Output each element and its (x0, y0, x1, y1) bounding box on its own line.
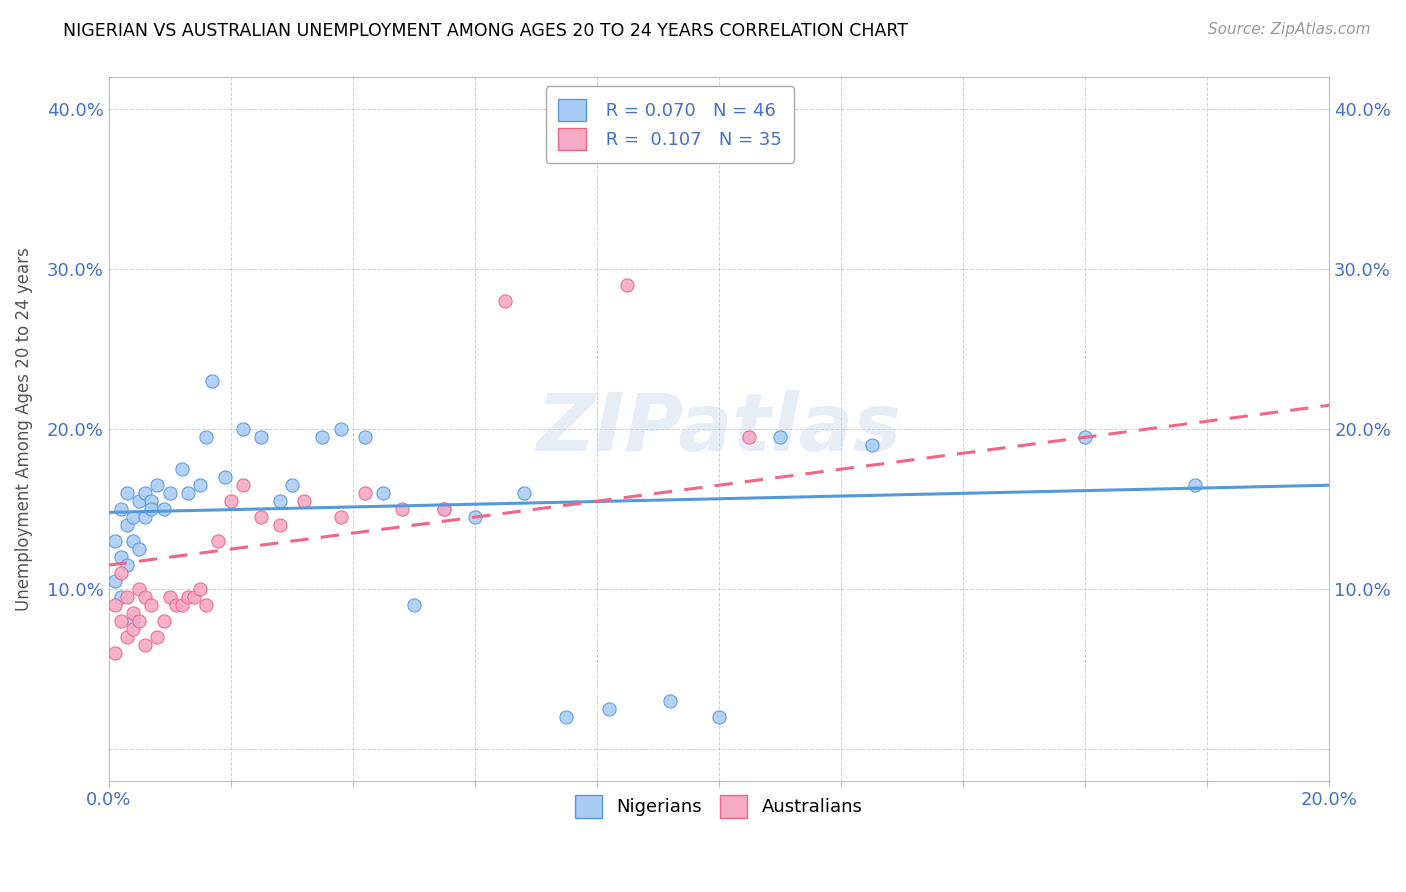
Point (141, 494, 163, 508)
Y-axis label: Unemployment Among Ages 20 to 24 years: Unemployment Among Ages 20 to 24 years (15, 247, 32, 611)
Point (110, 614, 132, 628)
Point (250, 510, 273, 524)
Point (494, 294, 516, 309)
Point (598, 702, 620, 716)
Point (659, 694, 682, 708)
Point (188, 478, 211, 492)
Point (402, 598, 425, 612)
Point (391, 502, 413, 516)
Point (433, 502, 456, 516)
Point (707, 710, 730, 724)
Point (122, 606, 145, 620)
Point (110, 566, 132, 581)
Point (232, 478, 254, 492)
Point (464, 510, 486, 524)
Point (195, 430, 218, 444)
Point (207, 534, 229, 549)
Point (141, 502, 163, 516)
Point (329, 510, 352, 524)
Point (354, 486, 377, 500)
Point (219, 494, 242, 508)
Point (152, 614, 174, 628)
Point (329, 422, 352, 436)
Point (269, 518, 291, 533)
Point (177, 590, 200, 604)
Point (555, 710, 578, 724)
Point (269, 494, 291, 508)
Point (232, 422, 254, 436)
Point (159, 590, 181, 604)
Point (115, 590, 138, 604)
Point (738, 430, 761, 444)
Text: ZIPatlas: ZIPatlas (537, 390, 901, 468)
Point (860, 438, 883, 452)
Point (354, 430, 377, 444)
Point (122, 534, 145, 549)
Point (433, 502, 456, 516)
Point (122, 622, 145, 636)
Point (250, 430, 273, 444)
Point (146, 478, 169, 492)
Point (141, 598, 163, 612)
Point (110, 502, 132, 516)
Point (512, 486, 534, 500)
Point (159, 486, 181, 500)
Point (115, 486, 138, 500)
Text: Source: ZipAtlas.com: Source: ZipAtlas.com (1208, 22, 1371, 37)
Point (280, 478, 302, 492)
Point (201, 374, 224, 388)
Point (134, 486, 156, 500)
Point (311, 430, 333, 444)
Point (165, 598, 187, 612)
Point (134, 590, 156, 604)
Text: NIGERIAN VS AUSTRALIAN UNEMPLOYMENT AMONG AGES 20 TO 24 YEARS CORRELATION CHART: NIGERIAN VS AUSTRALIAN UNEMPLOYMENT AMON… (63, 22, 908, 40)
Point (170, 598, 193, 612)
Point (115, 630, 138, 644)
Legend: Nigerians, Australians: Nigerians, Australians (568, 789, 870, 825)
Point (183, 590, 205, 604)
Point (1074, 430, 1097, 444)
Point (146, 630, 169, 644)
Point (110, 550, 132, 565)
Point (188, 582, 211, 596)
Point (128, 614, 150, 628)
Point (769, 430, 792, 444)
Point (110, 590, 132, 604)
Point (214, 470, 236, 484)
Point (152, 502, 174, 516)
Point (122, 614, 145, 628)
Point (373, 486, 395, 500)
Point (195, 598, 218, 612)
Point (134, 510, 156, 524)
Point (115, 558, 138, 573)
Point (104, 574, 127, 588)
Point (170, 462, 193, 476)
Point (104, 646, 127, 660)
Point (115, 518, 138, 533)
Point (134, 638, 156, 652)
Point (177, 486, 200, 500)
Point (104, 534, 127, 549)
Point (292, 494, 315, 508)
Point (104, 598, 127, 612)
Point (122, 510, 145, 524)
Point (128, 494, 150, 508)
Point (128, 582, 150, 596)
Point (128, 542, 150, 557)
Point (1184, 478, 1206, 492)
Point (616, 278, 638, 293)
